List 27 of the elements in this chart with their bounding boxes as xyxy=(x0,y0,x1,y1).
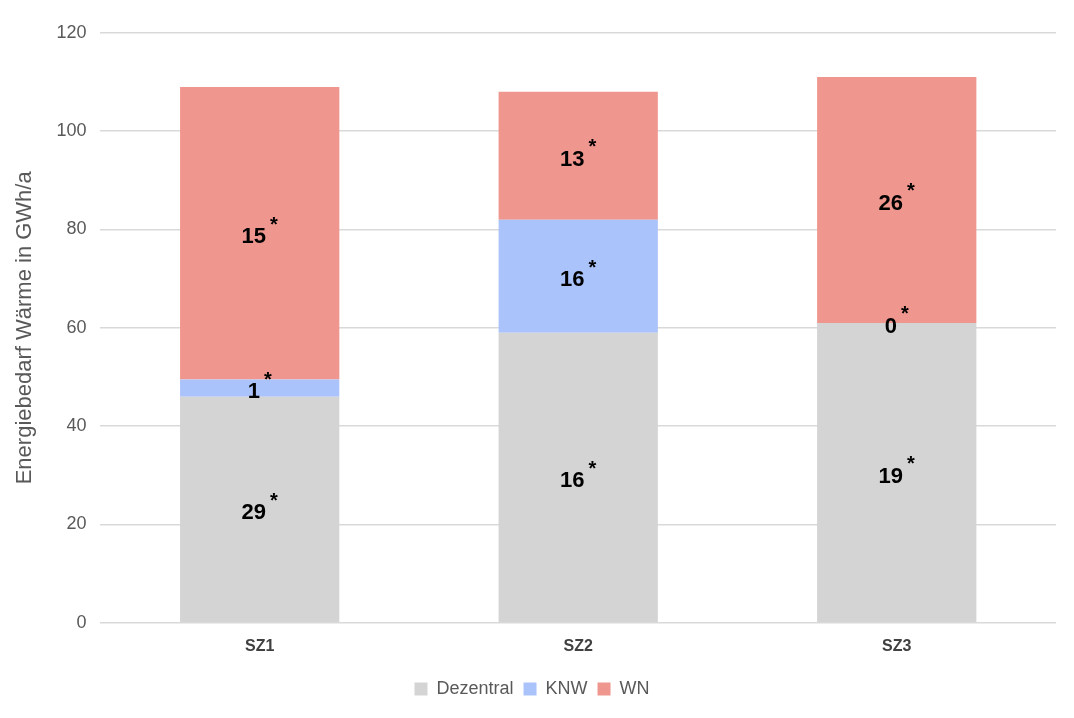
y-tick-label: 60 xyxy=(66,316,87,337)
y-tick-label: 40 xyxy=(66,415,87,436)
legend-label: KNW xyxy=(545,677,588,698)
annotation: 15* xyxy=(241,212,279,249)
y-tick-label: 20 xyxy=(66,513,87,534)
x-tick-label: SZ1 xyxy=(245,636,275,654)
x-tick-label: SZ3 xyxy=(882,636,912,654)
bar xyxy=(180,86,340,380)
legend-label: Dezentral xyxy=(436,677,514,698)
y-tick-label: 80 xyxy=(66,218,87,239)
annotation: 13* xyxy=(560,135,597,171)
annotation: 19* xyxy=(878,451,916,488)
annotation: 16* xyxy=(560,255,597,292)
annotation: 26* xyxy=(878,179,916,216)
y-axis-title: Energiebedarf Wärme in GWh/a xyxy=(11,170,37,485)
annotation: 1* xyxy=(247,367,272,404)
annotation: 16* xyxy=(560,456,597,493)
y-tick-label: 120 xyxy=(56,21,87,42)
y-tick-label: 0 xyxy=(76,611,87,632)
y-tick-label: 100 xyxy=(56,120,87,141)
bar xyxy=(498,91,658,220)
annotation: 0* xyxy=(884,302,909,338)
legend-label: WN xyxy=(619,677,650,698)
bar xyxy=(180,379,340,397)
bar xyxy=(498,219,658,333)
annotation: 29* xyxy=(241,488,279,525)
x-tick-label: SZ2 xyxy=(563,636,593,654)
